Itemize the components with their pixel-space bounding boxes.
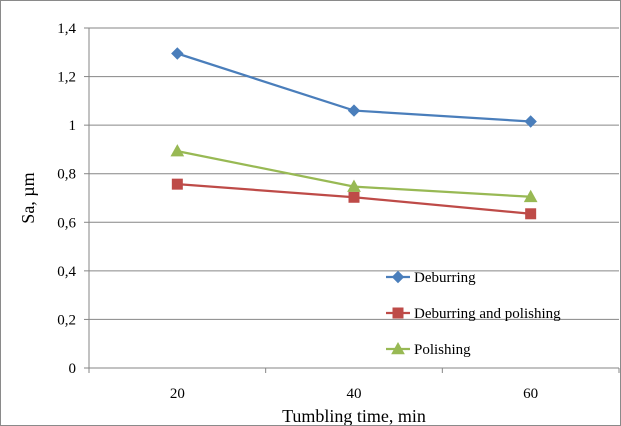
data-point (171, 178, 183, 190)
x-tick-label: 20 (170, 386, 185, 402)
data-point (523, 189, 538, 203)
y-tick-label: 1,4 (57, 21, 76, 37)
data-point (524, 115, 537, 128)
legend-label: Deburring (414, 270, 476, 286)
y-tick-label: 1,2 (57, 70, 76, 86)
x-axis-title: Tumbling time, min (282, 406, 426, 425)
legend-marker (391, 341, 405, 355)
legend-item: Deburring and polishing (386, 306, 561, 322)
y-tick-label: 0,6 (57, 215, 76, 231)
x-tick-label: 40 (347, 386, 362, 402)
legend-label: Polishing (414, 342, 471, 358)
data-point (347, 104, 361, 117)
legend: Deburring Deburring and polishing Polishin… (386, 270, 561, 358)
legend-item: Deburring (386, 270, 476, 286)
legend-item: Polishing (386, 341, 471, 358)
data-point (171, 47, 184, 60)
data-point (170, 144, 185, 157)
series-deburring (171, 47, 537, 128)
series-deburring-and-polishing (171, 178, 537, 220)
data-point (348, 191, 360, 203)
axes: 0 0,2 0,4 0,6 0,8 1 1,2 1,4 20 40 60 (57, 21, 620, 402)
y-tick-label: 0,4 (57, 264, 76, 280)
series-layer (170, 47, 538, 220)
data-point (525, 208, 537, 220)
y-tick-label: 0 (69, 361, 77, 377)
data-point (347, 179, 361, 192)
x-tick-label: 60 (523, 386, 538, 402)
legend-marker (392, 307, 404, 319)
y-tick-label: 0,8 (57, 167, 76, 183)
legend-label: Deburring and polishing (414, 306, 561, 322)
y-tick-label: 1 (69, 118, 77, 134)
y-tick-label: 0,2 (57, 312, 76, 328)
legend-marker (391, 270, 405, 284)
series-polishing (170, 144, 538, 203)
y-axis-title: Sa, µm (18, 172, 38, 223)
gridlines (89, 27, 619, 320)
